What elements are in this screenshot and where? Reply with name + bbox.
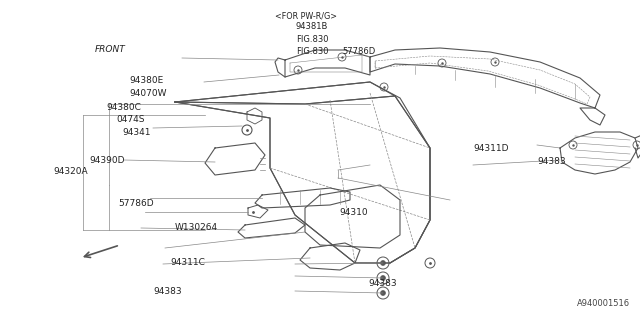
Text: 94310: 94310 (339, 208, 368, 217)
Circle shape (381, 291, 385, 295)
Text: FRONT: FRONT (95, 45, 125, 54)
Text: A940001516: A940001516 (577, 299, 630, 308)
Text: 94341: 94341 (122, 128, 150, 137)
Circle shape (381, 260, 385, 266)
Text: 94390D: 94390D (90, 156, 125, 164)
Circle shape (381, 276, 385, 281)
Text: 94381B: 94381B (296, 22, 328, 31)
Text: <FOR PW-R/G>: <FOR PW-R/G> (275, 12, 337, 20)
Text: 57786D: 57786D (342, 47, 376, 56)
Text: FIG.830: FIG.830 (296, 35, 328, 44)
Text: 94380C: 94380C (106, 103, 141, 112)
Text: 94311C: 94311C (170, 258, 205, 267)
Text: 94383: 94383 (538, 157, 566, 166)
Text: 57786D: 57786D (118, 199, 154, 208)
Text: 94380E: 94380E (129, 76, 163, 84)
Text: 94311D: 94311D (474, 144, 509, 153)
Text: 94070W: 94070W (129, 89, 166, 98)
Text: 94383: 94383 (154, 287, 182, 296)
Text: 0474S: 0474S (116, 115, 145, 124)
Text: 94383: 94383 (368, 279, 397, 288)
Text: 94320A: 94320A (53, 167, 88, 176)
Text: FIG.830: FIG.830 (296, 47, 328, 56)
Text: W130264: W130264 (175, 223, 218, 232)
